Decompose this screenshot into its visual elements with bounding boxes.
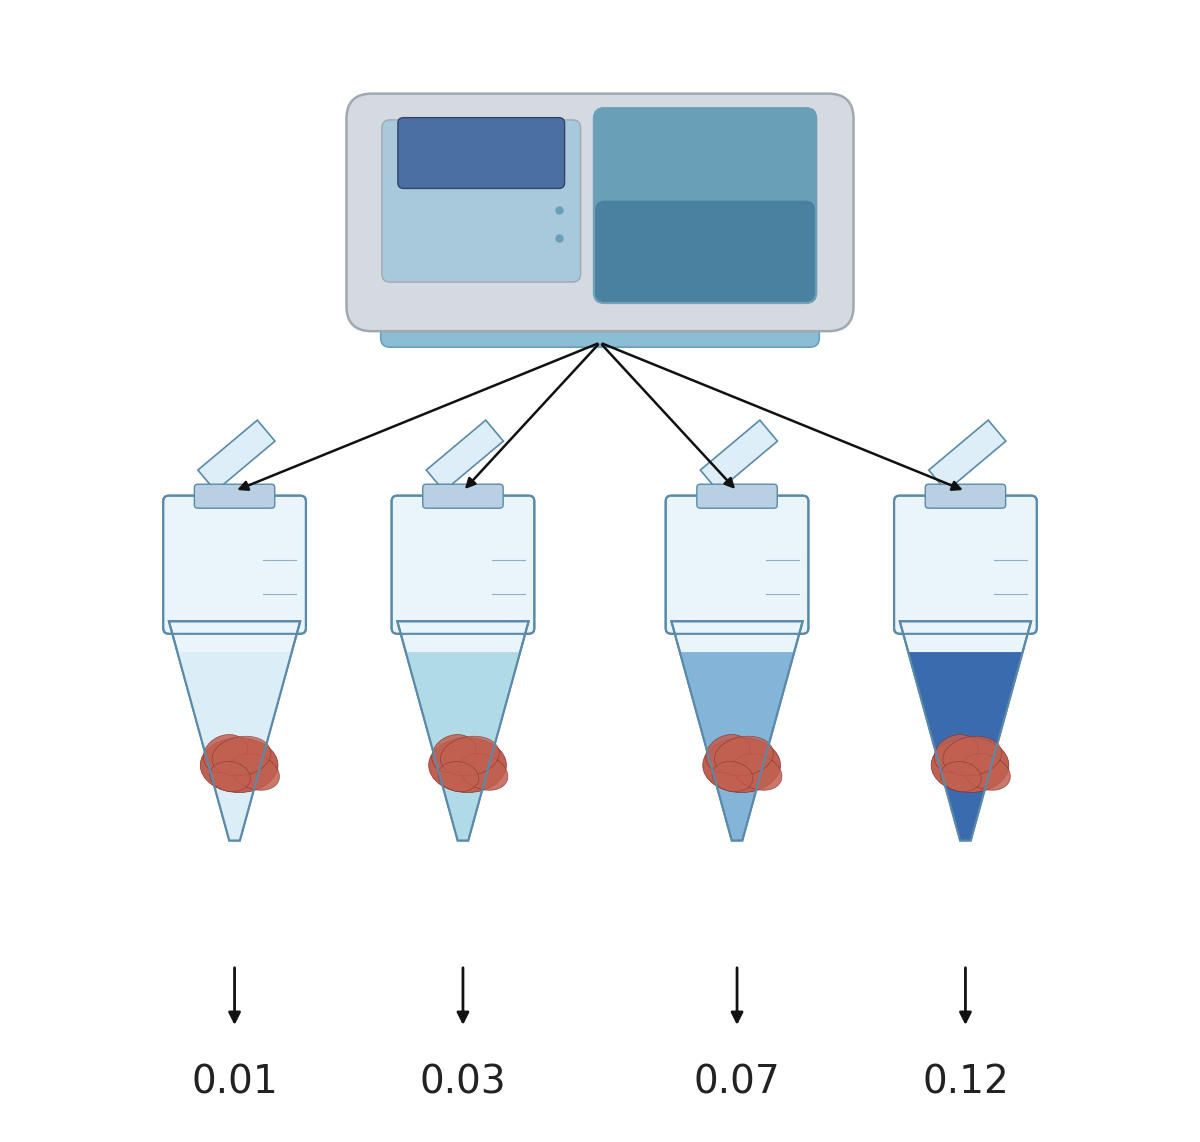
Polygon shape xyxy=(178,652,292,841)
Ellipse shape xyxy=(200,738,278,793)
Ellipse shape xyxy=(941,762,982,791)
FancyBboxPatch shape xyxy=(194,484,275,508)
Polygon shape xyxy=(680,652,794,841)
Ellipse shape xyxy=(460,754,508,790)
Text: 0.01: 0.01 xyxy=(191,1063,278,1102)
Ellipse shape xyxy=(943,737,1002,775)
FancyBboxPatch shape xyxy=(398,118,564,188)
FancyBboxPatch shape xyxy=(382,120,581,282)
Ellipse shape xyxy=(733,754,782,790)
Ellipse shape xyxy=(706,734,750,773)
Polygon shape xyxy=(900,621,1031,841)
Ellipse shape xyxy=(712,762,752,791)
Polygon shape xyxy=(406,652,520,841)
Ellipse shape xyxy=(428,738,506,793)
FancyBboxPatch shape xyxy=(593,107,817,304)
Ellipse shape xyxy=(210,762,251,791)
Ellipse shape xyxy=(438,762,479,791)
Ellipse shape xyxy=(714,737,773,775)
Polygon shape xyxy=(198,420,275,491)
Text: 0.03: 0.03 xyxy=(420,1063,506,1102)
Ellipse shape xyxy=(230,754,280,790)
Ellipse shape xyxy=(703,738,780,793)
Polygon shape xyxy=(701,420,778,491)
Ellipse shape xyxy=(203,734,247,773)
FancyBboxPatch shape xyxy=(380,283,820,347)
FancyBboxPatch shape xyxy=(666,496,809,634)
FancyBboxPatch shape xyxy=(422,484,503,508)
FancyBboxPatch shape xyxy=(595,201,815,301)
Text: 0.12: 0.12 xyxy=(922,1063,1009,1102)
FancyBboxPatch shape xyxy=(163,496,306,634)
FancyBboxPatch shape xyxy=(925,484,1006,508)
Ellipse shape xyxy=(440,737,499,775)
FancyBboxPatch shape xyxy=(697,484,778,508)
Polygon shape xyxy=(671,621,803,841)
Polygon shape xyxy=(908,652,1022,841)
FancyBboxPatch shape xyxy=(347,94,853,331)
Ellipse shape xyxy=(935,734,978,773)
Text: 0.07: 0.07 xyxy=(694,1063,780,1102)
Polygon shape xyxy=(929,420,1006,491)
Ellipse shape xyxy=(432,734,476,773)
Polygon shape xyxy=(426,420,503,491)
Polygon shape xyxy=(169,621,300,841)
Polygon shape xyxy=(397,621,529,841)
Ellipse shape xyxy=(931,738,1009,793)
FancyBboxPatch shape xyxy=(894,496,1037,634)
Ellipse shape xyxy=(212,737,271,775)
Ellipse shape xyxy=(961,754,1010,790)
FancyBboxPatch shape xyxy=(391,496,534,634)
